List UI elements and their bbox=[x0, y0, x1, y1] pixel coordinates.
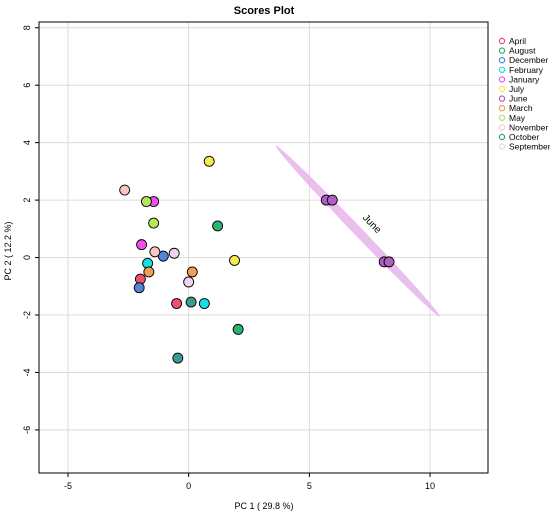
legend-marker bbox=[498, 143, 506, 150]
legend-label: October bbox=[509, 132, 539, 142]
data-point-september bbox=[183, 276, 195, 288]
y-tick-label: 2 bbox=[22, 198, 32, 203]
june-confidence-ellipse bbox=[275, 145, 440, 317]
data-point-november bbox=[119, 184, 131, 196]
legend-label: March bbox=[509, 103, 533, 113]
x-axis-label: PC 1 ( 29.8 %) bbox=[234, 501, 293, 511]
legend-label: May bbox=[509, 113, 526, 123]
x-tick-label: 10 bbox=[425, 481, 435, 491]
data-point-march bbox=[186, 266, 198, 278]
legend-marker bbox=[498, 124, 506, 131]
legend-marker bbox=[498, 76, 506, 83]
x-tick-label: -5 bbox=[64, 481, 72, 491]
data-point-march bbox=[143, 266, 155, 278]
y-tick-label: 6 bbox=[22, 83, 32, 88]
legend-label: January bbox=[509, 74, 540, 84]
data-point-may bbox=[148, 217, 160, 229]
legend-label: December bbox=[509, 55, 548, 65]
legend-marker bbox=[498, 37, 506, 45]
legend-label: June bbox=[509, 94, 528, 104]
chart-title: Scores Plot bbox=[234, 5, 295, 17]
legend-marker bbox=[498, 85, 506, 93]
legend: AprilAugustDecemberFebruaryJanuaryJulyJu… bbox=[498, 36, 550, 152]
x-tick-label: 0 bbox=[186, 481, 191, 491]
x-tick-label: 5 bbox=[307, 481, 312, 491]
data-point-january bbox=[136, 239, 148, 251]
y-tick-label: -4 bbox=[22, 368, 32, 376]
y-tick-label: -2 bbox=[22, 311, 32, 319]
y-tick-label: -6 bbox=[22, 426, 32, 434]
legend-marker bbox=[498, 104, 506, 112]
y-tick-label: 8 bbox=[22, 25, 32, 30]
legend-label: September bbox=[509, 142, 550, 152]
data-point-august bbox=[212, 220, 224, 232]
y-tick-label: 4 bbox=[22, 140, 32, 145]
data-point-december bbox=[133, 282, 145, 294]
legend-marker bbox=[498, 57, 506, 64]
data-point-may bbox=[140, 196, 152, 207]
legend-marker bbox=[498, 114, 506, 122]
data-point-july bbox=[203, 155, 215, 167]
data-point-september bbox=[168, 247, 180, 259]
data-point-june bbox=[326, 194, 338, 206]
data-point-june bbox=[383, 256, 395, 268]
data-point-november bbox=[149, 246, 161, 258]
data-point-august bbox=[232, 323, 244, 335]
legend-marker bbox=[498, 47, 506, 54]
y-tick-label: 0 bbox=[22, 255, 32, 260]
legend-marker bbox=[498, 95, 506, 102]
legend-marker bbox=[498, 66, 506, 74]
data-point-april bbox=[171, 298, 183, 309]
y-axis-label: PC 2 ( 12.2 %) bbox=[3, 221, 13, 280]
data-point-october bbox=[172, 352, 184, 364]
data-point-july bbox=[229, 254, 240, 266]
data-point-february bbox=[198, 298, 210, 309]
legend-marker bbox=[498, 133, 506, 141]
plot-frame bbox=[38, 21, 489, 474]
legend-label: February bbox=[509, 65, 544, 75]
data-point-december bbox=[157, 250, 169, 262]
data-point-october bbox=[185, 296, 197, 308]
legend-label: April bbox=[509, 36, 526, 46]
legend-label: August bbox=[509, 46, 536, 56]
legend-label: November bbox=[509, 122, 548, 132]
legend-label: July bbox=[509, 84, 525, 94]
